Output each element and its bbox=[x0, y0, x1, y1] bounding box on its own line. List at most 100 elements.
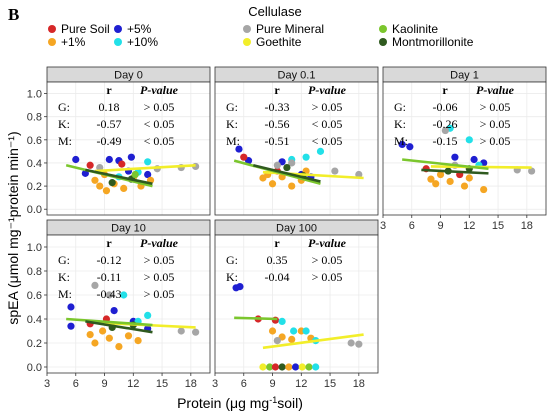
stat-mineral-label: K: bbox=[58, 270, 70, 284]
stat-mineral-label: K: bbox=[394, 117, 406, 131]
legend-label: +10% bbox=[127, 35, 158, 49]
data-point bbox=[273, 337, 281, 345]
data-point bbox=[86, 161, 94, 169]
legend-label: Montmorillonite bbox=[392, 35, 474, 49]
facet-title: Day 0 bbox=[114, 70, 143, 82]
data-point bbox=[427, 175, 435, 183]
data-point bbox=[236, 283, 244, 291]
legend-entry: +10% bbox=[114, 35, 158, 49]
panel-border bbox=[46, 234, 211, 374]
stat-mineral-label: G: bbox=[394, 100, 406, 114]
x-axis-label: Protein (μg mg-1soil) bbox=[177, 395, 303, 411]
stat-mineral-label: G: bbox=[58, 253, 70, 267]
data-point bbox=[110, 307, 118, 315]
stat-mineral-label: G: bbox=[58, 100, 70, 114]
kaolinite-fit-line bbox=[234, 316, 278, 321]
legend-label: Pure Mineral bbox=[256, 22, 324, 36]
x-tick-label: 15 bbox=[492, 220, 504, 232]
x-tick-label: 6 bbox=[409, 220, 415, 232]
data-point bbox=[118, 160, 126, 168]
data-point bbox=[480, 185, 488, 194]
data-point bbox=[192, 328, 200, 336]
data-point bbox=[290, 327, 298, 335]
facet-panel: Day 0.1r P-value G: -0.33 > 0.05 K: -0.56 < 0.0… bbox=[214, 66, 379, 216]
p-header: P-value bbox=[140, 83, 179, 97]
x-tick-label: 15 bbox=[324, 378, 336, 390]
data-point bbox=[278, 317, 286, 325]
stat-r-value: -0.04 bbox=[265, 270, 290, 284]
p-header: P-value bbox=[308, 236, 347, 250]
p-header: P-value bbox=[308, 83, 347, 97]
data-point bbox=[446, 177, 454, 186]
data-point bbox=[105, 155, 113, 164]
data-point bbox=[120, 184, 128, 192]
stat-mineral-label: M: bbox=[226, 134, 240, 148]
x-tick-label: 12 bbox=[127, 378, 139, 390]
data-point bbox=[96, 182, 104, 190]
data-point bbox=[398, 140, 406, 149]
stat-r-value: -0.06 bbox=[433, 100, 458, 114]
stat-r-value: -0.11 bbox=[97, 270, 122, 284]
x-tick-label: 9 bbox=[101, 378, 107, 390]
stat-mineral-label: M: bbox=[58, 287, 72, 301]
legend-swatch bbox=[48, 25, 56, 33]
stat-mineral-label: G: bbox=[226, 253, 238, 267]
x-tick-label: 12 bbox=[295, 378, 307, 390]
data-point bbox=[331, 167, 339, 175]
data-point bbox=[99, 327, 107, 335]
data-point bbox=[465, 174, 473, 182]
data-point bbox=[91, 176, 99, 184]
legend-label: Pure Soil bbox=[61, 22, 110, 36]
x-tick-label: 12 bbox=[463, 220, 475, 232]
legend-swatch bbox=[114, 25, 122, 33]
stat-p-value: > 0.05 bbox=[312, 270, 343, 284]
facet-title: Day 0.1 bbox=[278, 70, 316, 82]
y-tick-label: 0.0 bbox=[27, 204, 42, 216]
data-point bbox=[432, 180, 440, 188]
y-tick-label: 0.4 bbox=[27, 158, 42, 170]
data-point bbox=[441, 126, 449, 135]
data-point bbox=[67, 303, 75, 311]
data-point bbox=[273, 161, 281, 169]
data-point bbox=[102, 187, 111, 195]
data-point bbox=[355, 340, 363, 348]
stat-p-value: < 0.05 bbox=[144, 134, 175, 148]
panel-border bbox=[214, 81, 379, 216]
data-point bbox=[127, 153, 135, 161]
r-header: r bbox=[274, 83, 280, 97]
facet-panel: Day 0r P-value G: 0.18 > 0.05 K: -0.57 < 0.05 M:… bbox=[27, 66, 211, 216]
stat-r-value: -0.56 bbox=[265, 117, 290, 131]
facet-title: Day 100 bbox=[276, 223, 317, 235]
x-tick-label: 18 bbox=[185, 378, 197, 390]
legend-entry: +1% bbox=[48, 35, 86, 49]
stat-p-value: > 0.05 bbox=[144, 287, 175, 301]
data-point bbox=[302, 327, 310, 335]
data-point bbox=[91, 281, 99, 289]
legend-entry: Montmorillonite bbox=[379, 35, 474, 49]
kaolinite-fit-line bbox=[402, 158, 489, 171]
data-point bbox=[470, 155, 478, 164]
data-point bbox=[266, 363, 274, 371]
montmorillonite-fit-line bbox=[253, 164, 321, 183]
stat-r-value: -0.15 bbox=[433, 134, 458, 148]
y-tick-label: 0.6 bbox=[27, 290, 42, 302]
r-header: r bbox=[274, 236, 280, 250]
stat-mineral-label: M: bbox=[58, 134, 72, 148]
legend-entry: Pure Soil bbox=[48, 22, 110, 36]
data-point bbox=[120, 291, 128, 299]
data-point bbox=[288, 182, 296, 190]
legend-swatch bbox=[243, 25, 251, 33]
x-tick-label: 9 bbox=[437, 220, 443, 232]
p-header: P-value bbox=[476, 83, 515, 97]
panel-border bbox=[214, 234, 379, 374]
montmorillonite-fit-line bbox=[85, 168, 153, 186]
stat-p-value: > 0.05 bbox=[480, 117, 511, 131]
stat-p-value: > 0.05 bbox=[144, 270, 175, 284]
data-point bbox=[134, 337, 142, 345]
stat-p-value: < 0.05 bbox=[144, 117, 175, 131]
data-point bbox=[91, 339, 99, 347]
facet-panel: Day 1r P-value G: -0.06 > 0.05 K: -0.26 > 0.05 M… bbox=[380, 66, 547, 232]
legend-title: Cellulase bbox=[248, 4, 301, 19]
